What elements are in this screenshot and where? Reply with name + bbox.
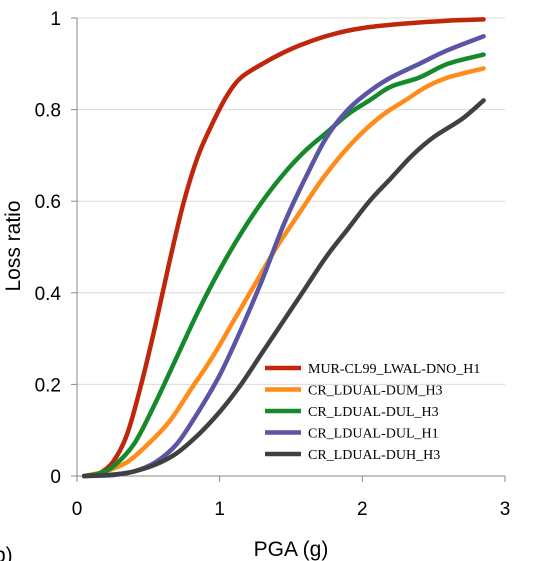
axes [71, 17, 506, 482]
x-tick-label: 0 [72, 499, 83, 520]
y-tick-label: 0 [50, 467, 61, 488]
grid-lines [77, 17, 505, 385]
series-line-5 [81, 98, 486, 479]
y-tick-label: 0.8 [35, 101, 61, 122]
legend-label-2: CR_LDUAL-DUM_H3 [308, 384, 443, 399]
tick-labels: 0 0.2 0.4 0.6 0.8 1 0 1 2 3 [35, 9, 511, 520]
y-tick-label: 1 [50, 9, 61, 30]
x-tick-label: 3 [500, 499, 511, 520]
series-line-3 [81, 52, 486, 479]
legend-label-4: CR_LDUAL-DUL_H1 [308, 427, 439, 442]
x-tick-label: 2 [357, 499, 368, 520]
y-tick-label: 0.2 [35, 375, 61, 396]
legend-label-3: CR_LDUAL-DUL_H3 [308, 405, 439, 420]
legend-label-1: MUR-CL99_LWAL-DNO_H1 [308, 362, 480, 377]
legend: MUR-CL99_LWAL-DNO_H1 CR_LDUAL-DUM_H3 CR_LD… [265, 362, 480, 463]
y-tick-label: 0.4 [35, 284, 62, 305]
series-line-1 [81, 17, 486, 479]
x-axis-title: PGA (g) [254, 538, 329, 561]
series-lines [81, 17, 486, 479]
legend-label-5: CR_LDUAL-DUH_H3 [308, 448, 440, 463]
y-axis-title: Loss ratio [2, 200, 25, 291]
panel-label: b) [0, 544, 13, 561]
x-tick-label: 1 [214, 499, 225, 520]
y-tick-label: 0.6 [35, 192, 61, 213]
